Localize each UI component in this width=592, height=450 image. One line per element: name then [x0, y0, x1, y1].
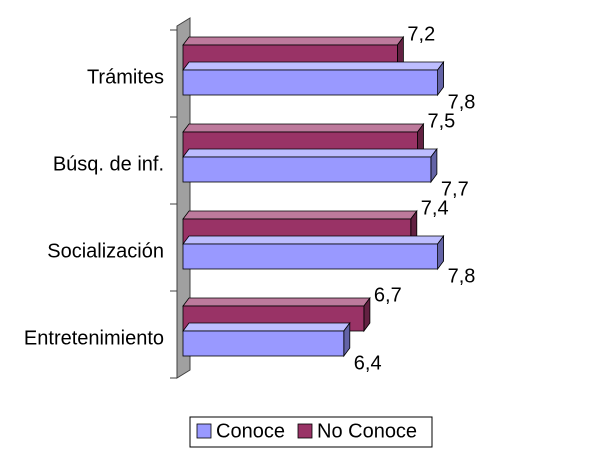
bar-top	[182, 322, 351, 332]
value-label: 7,5	[428, 110, 456, 132]
legend-label: No Conoce	[317, 420, 417, 442]
value-label: 7,8	[448, 91, 476, 113]
bar	[182, 243, 439, 270]
axis-wall	[176, 17, 191, 379]
value-label: 7,7	[441, 178, 469, 200]
bar	[182, 69, 439, 96]
category-label: Entretenimiento	[24, 327, 164, 349]
bar-top	[182, 123, 425, 133]
value-label: 6,4	[354, 352, 382, 374]
bar-top	[182, 297, 371, 307]
category-label: Trámites	[87, 66, 164, 88]
value-label: 6,7	[374, 284, 402, 306]
category-label: Socialización	[47, 240, 164, 262]
bar	[182, 330, 345, 357]
bar-top	[182, 210, 418, 220]
legend-swatch	[196, 423, 212, 439]
value-label: 7,2	[407, 23, 435, 45]
value-label: 7,8	[448, 265, 476, 287]
bar-top	[182, 235, 445, 245]
bar-top	[182, 36, 405, 46]
bar	[182, 156, 432, 183]
category-label: Búsq. de inf.	[53, 153, 164, 175]
bar-top	[182, 148, 438, 158]
value-label: 7,4	[421, 197, 449, 219]
bar-top	[182, 61, 445, 71]
legend-label: Conoce	[216, 420, 285, 442]
legend-swatch	[297, 423, 313, 439]
